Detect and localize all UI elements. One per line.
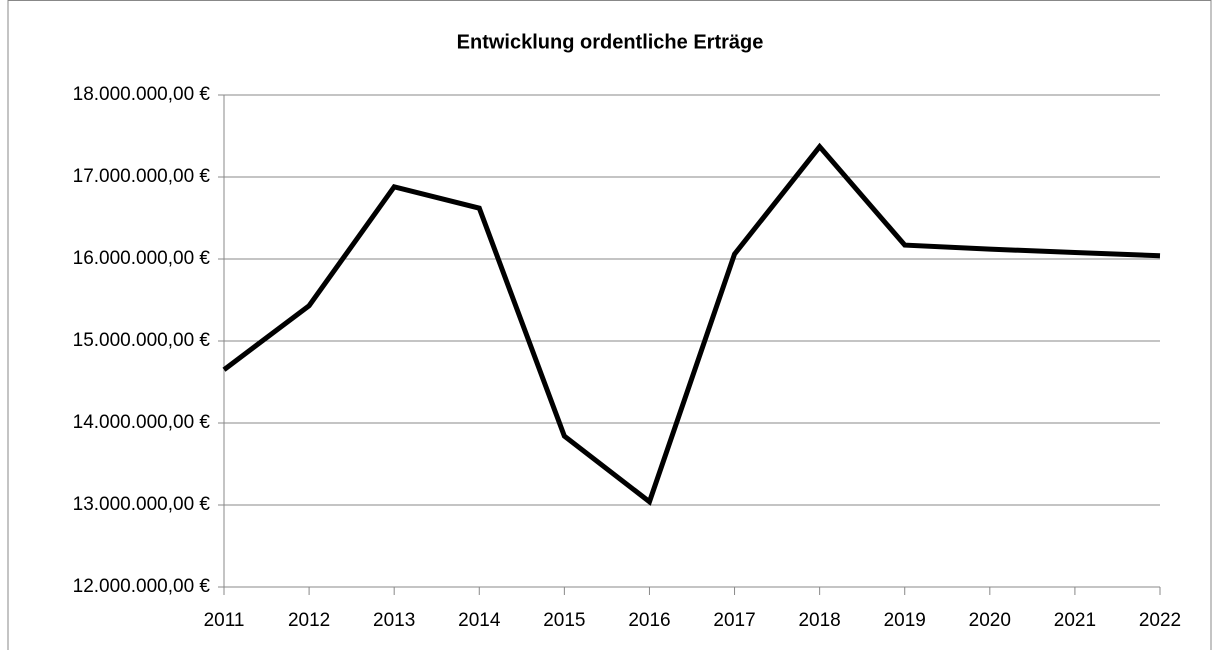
x-tick-label: 2011 [204,610,245,631]
x-tick-label: 2014 [458,610,501,631]
y-tick-label: 13.000.000,00 € [73,494,211,515]
y-tick-label: 16.000.000,00 € [73,248,211,269]
x-tick-label: 2017 [713,610,755,631]
x-tick-label: 2022 [1139,610,1181,631]
chart-frame [7,0,1212,650]
x-tick-label: 2019 [884,610,926,631]
x-tick-label: 2018 [798,610,840,631]
y-tick-label: 17.000.000,00 € [73,166,211,187]
y-tick-label: 12.000.000,00 € [73,576,211,597]
y-tick-label: 15.000.000,00 € [73,330,211,351]
x-tick-label: 2020 [969,610,1011,631]
chart-title: Entwicklung ordentliche Erträge [457,31,764,53]
x-tick-label: 2021 [1054,610,1096,631]
series-line [222,142,1161,506]
x-tick-label: 2012 [288,610,330,631]
y-tick-label: 18.000.000,00 € [73,84,211,105]
y-tick-label: 14.000.000,00 € [73,412,211,433]
x-tick-label: 2016 [628,610,670,631]
x-tick-label: 2015 [543,610,585,631]
x-tick-label: 2013 [373,610,415,631]
